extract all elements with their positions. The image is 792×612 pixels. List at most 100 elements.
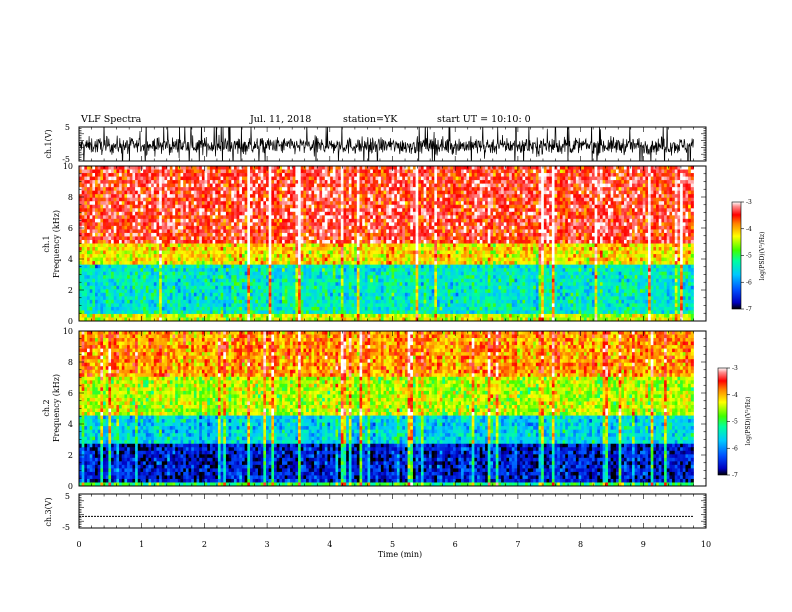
spectrogram-cell: [159, 208, 163, 213]
spectrogram-cell: [193, 229, 197, 234]
spectrogram-cell: [95, 289, 99, 294]
spectrogram-cell: [266, 190, 270, 195]
spectrogram-cell: [156, 169, 160, 174]
spectrogram-cell: [252, 211, 256, 216]
spectrogram-cell: [255, 201, 259, 206]
spectrogram-cell: [236, 208, 240, 213]
spectrogram-cell: [311, 296, 315, 301]
spectrogram-cell: [362, 215, 366, 220]
spectrogram-cell: [343, 208, 347, 213]
spectrogram-cell: [172, 187, 176, 192]
spectrogram-cell: [300, 292, 304, 297]
spectrogram-cell: [207, 187, 211, 192]
spectrogram-cell: [252, 254, 256, 258]
spectrogram-cell: [87, 208, 91, 213]
spectrogram-cell: [137, 211, 141, 216]
spectrogram-cell: [252, 225, 256, 230]
spectrogram-cell: [177, 296, 181, 301]
spectrogram-cell: [231, 306, 235, 311]
spectrogram-cell: [303, 176, 307, 181]
spectrogram-cell: [322, 222, 326, 227]
spectrogram-cell: [124, 197, 128, 202]
spectrogram-cell: [207, 169, 211, 174]
spectrogram-cell: [348, 271, 352, 276]
spectrogram-cell: [137, 292, 141, 297]
spectrogram-cell: [322, 232, 326, 237]
spectrogram-cell: [223, 180, 227, 185]
spectrogram-cell: [209, 222, 213, 227]
spectrogram-cell: [209, 250, 213, 255]
spectrogram-cell: [330, 204, 334, 209]
spectrogram-cell: [172, 239, 176, 244]
spectrogram-cell: [268, 215, 272, 220]
spectrogram-cell: [263, 275, 267, 280]
spectrogram-cell: [370, 211, 374, 216]
spectrogram-cell: [129, 173, 133, 177]
spectrogram-cell: [81, 232, 85, 237]
spectrogram-cell: [95, 317, 99, 322]
spectrogram-cell: [370, 232, 374, 237]
spectrogram-cell: [193, 243, 197, 248]
spectrogram-cell: [332, 264, 336, 269]
spectrogram-cell: [212, 247, 216, 251]
spectrogram-cell: [132, 250, 136, 255]
spectrogram-cell: [81, 183, 85, 188]
spectrogram-cell: [209, 254, 213, 258]
spectrogram-cell: [287, 187, 291, 192]
spectrogram-cell: [127, 180, 131, 185]
spectrogram-cell: [100, 201, 104, 206]
spectrogram-cell: [340, 208, 344, 213]
spectrogram-cell: [105, 306, 109, 311]
spectrogram-cell: [156, 218, 160, 223]
spectrogram-cell: [324, 303, 328, 308]
spectrogram-cell: [225, 289, 230, 294]
spectrogram-cell: [188, 268, 192, 273]
spectrogram-cell: [354, 271, 358, 276]
spectrogram-cell: [359, 261, 363, 266]
spectrogram-cell: [121, 299, 125, 304]
spectrogram-cell: [183, 243, 187, 248]
spectrogram-cell: [217, 197, 221, 202]
spectrogram-cell: [169, 194, 173, 199]
spectrogram-cell: [290, 208, 294, 213]
spectrogram-cell: [225, 292, 230, 297]
spectrogram-cell: [257, 222, 262, 227]
spectrogram-cell: [113, 303, 117, 308]
spectrogram-cell: [266, 275, 270, 280]
spectrogram-cell: [159, 236, 163, 241]
spectrogram-cell: [284, 296, 288, 301]
spectrogram-cell: [260, 222, 264, 227]
spectrogram-cell: [135, 268, 139, 273]
spectrogram-cell: [111, 232, 115, 237]
spectrogram-cell: [97, 183, 101, 188]
spectrogram-cell: [359, 317, 363, 322]
spectrogram-cell: [212, 271, 216, 276]
spectrogram-cell: [257, 313, 262, 318]
spectrogram-cell: [143, 285, 147, 290]
spectrogram-cell: [306, 211, 310, 216]
spectrogram-cell: [319, 166, 323, 170]
spectrogram-cell: [127, 264, 131, 269]
spectrogram-cell: [84, 247, 88, 251]
spectrogram-cell: [346, 313, 350, 318]
spectrogram-cell: [111, 299, 115, 304]
spectrogram-cell: [167, 275, 171, 280]
spectrogram-cell: [362, 264, 366, 269]
spectrogram-cell: [335, 194, 339, 199]
spectrogram-cell: [116, 232, 120, 237]
spectrogram-cell: [132, 208, 136, 213]
spectrogram-cell: [199, 190, 203, 195]
spectrogram-cell: [111, 201, 115, 206]
spectrogram-cell: [159, 197, 163, 202]
spectrogram-cell: [346, 296, 350, 301]
spectrogram-cell: [156, 254, 160, 258]
spectrogram-cell: [95, 313, 99, 318]
spectrogram-cell: [92, 204, 96, 209]
spectrogram-cell: [266, 261, 270, 266]
spectrogram-cell: [119, 218, 123, 223]
spectrogram-cell: [244, 211, 248, 216]
spectrogram-cell: [220, 173, 224, 177]
spectrogram-cell: [298, 310, 302, 315]
spectrogram-cell: [172, 299, 176, 304]
